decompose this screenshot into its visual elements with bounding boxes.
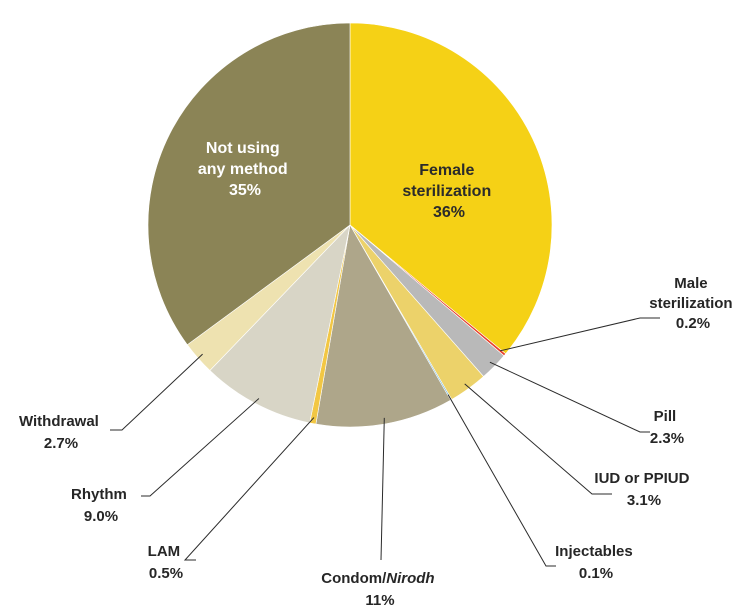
leader-line-pill [489, 361, 650, 433]
pie-slice-rhythm [209, 224, 351, 424]
svg-text:Female sterilization 3: Female sterilization 36% [402, 162, 495, 221]
leader-line-withdrawal [110, 353, 203, 431]
svg-text:IUD or PPIUD 3.1%: IUD or PPIUD 3.1% [594, 470, 693, 509]
label-female-sterilization-name-2: sterilization [402, 183, 491, 200]
label-withdrawal-value: 2.7% [44, 435, 78, 452]
svg-text:Not using any method 3: Not using any method 35% [198, 140, 292, 199]
label-male-sterilization-value: 0.2% [676, 315, 710, 332]
label-condom-name-italic: Nirodh [386, 570, 434, 587]
label-iud-name: IUD or PPIUD [594, 470, 689, 487]
label-lam-value: 0.5% [149, 565, 183, 582]
leader-lines [110, 317, 660, 567]
label-lam-name: LAM [148, 543, 181, 560]
label-male-sterilization-name-2: sterilization [649, 295, 732, 312]
leader-line-condom-nirodh [380, 417, 385, 561]
label-female-sterilization-value: 36% [433, 204, 465, 221]
label-male-sterilization-name-1: Male [674, 275, 707, 292]
leader-line-male-sterilization [500, 317, 660, 352]
label-rhythm-value: 9.0% [84, 508, 118, 525]
label-not-using-value: 35% [229, 182, 261, 199]
label-pill-value: 2.3% [650, 430, 684, 447]
label-withdrawal-name: Withdrawal [19, 413, 99, 430]
label-injectables-name: Injectables [555, 543, 633, 560]
svg-text:Injectables 0.1%: Injectables 0.1% [555, 543, 637, 582]
label-female-sterilization-name-1: Female [419, 162, 474, 179]
pie-slice-female-sterilization [349, 22, 553, 355]
pie-slices [147, 22, 553, 428]
svg-text:Pill 2.3%: Pill 2.3% [650, 408, 684, 447]
label-not-using-name-1: Not using [206, 140, 280, 157]
label-condom-name-plain: Condom/ [321, 570, 387, 587]
label-pill-name: Pill [654, 408, 677, 425]
svg-text:Condom/Nirodh 11%: Condom/Nirodh 11% [321, 570, 439, 605]
label-rhythm-name: Rhythm [71, 486, 127, 503]
pie-slice-condom-nirodh [315, 224, 452, 428]
label-condom-value: 11% [365, 592, 394, 605]
leader-line-rhythm [141, 398, 260, 497]
svg-text:Male sterilization 0.2: Male sterilization 0.2% [649, 275, 737, 332]
leader-line-lam [183, 417, 315, 561]
label-injectables-value: 0.1% [579, 565, 613, 582]
svg-text:Rhythm 9.0%: Rhythm 9.0% [71, 486, 131, 525]
leader-line-iud-or-ppiud [464, 383, 612, 495]
svg-text:Withdrawal 2.7%: Withdrawal 2.7% [19, 413, 103, 452]
pie-slice-not-using-any-method [147, 22, 351, 346]
leader-line-injectables [447, 394, 556, 567]
label-not-using-name-2: any method [198, 161, 288, 178]
svg-text:LAM 0.5%: LAM 0.5% [148, 543, 185, 582]
label-iud-value: 3.1% [627, 492, 661, 509]
